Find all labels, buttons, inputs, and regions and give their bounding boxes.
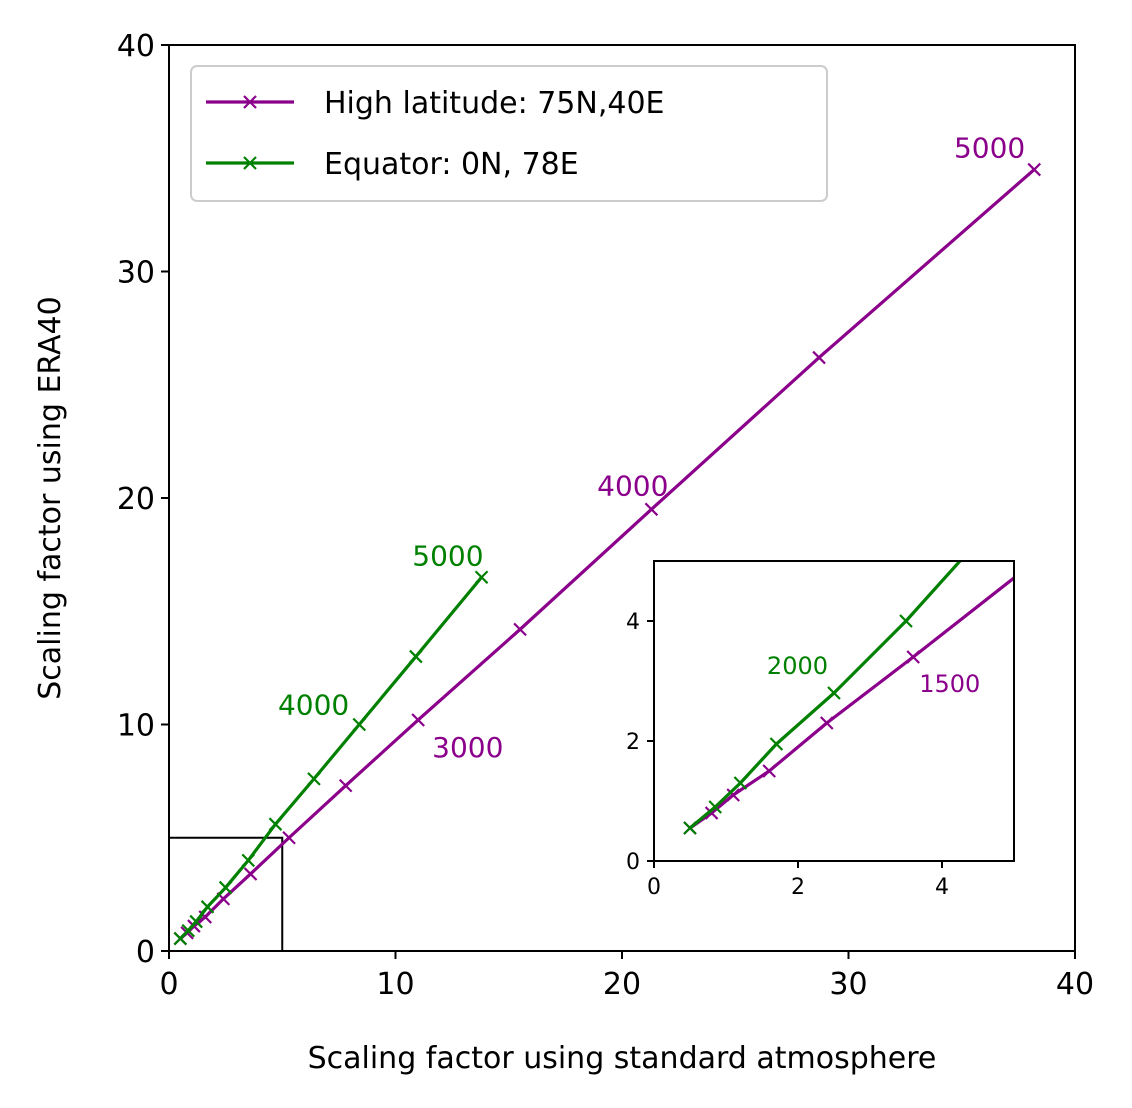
series-0-point-7-b	[338, 778, 353, 793]
inset-series-0-point-5-b	[906, 650, 920, 664]
x-axis-label: Scaling factor using standard atmosphere	[308, 1041, 937, 1076]
annotation-label: 5000	[412, 539, 483, 572]
inset-y-tick-label: 2	[626, 730, 640, 755]
series-1-point-7-b	[307, 772, 321, 786]
inset-x-tick-label: 2	[791, 875, 805, 900]
series-0-point-8	[411, 713, 425, 727]
inset-y-tick-label: 0	[626, 850, 640, 875]
inset-plot: 0 2 4 0 2 4 2000 1500	[626, 560, 1015, 900]
legend: High latitude: 75N,40E Equator: 0N, 78E	[190, 65, 828, 202]
annotation-label: 4000	[597, 469, 668, 502]
inset-series-1-point-4	[827, 686, 841, 700]
series-1-point-6	[268, 817, 283, 831]
inset-series-1-point-5-b	[899, 614, 913, 628]
inset-series-0-point-4	[820, 716, 834, 730]
x-tick-label: 20	[603, 967, 641, 1002]
series-1-point-7	[307, 772, 321, 786]
inset-series-0-point-4-b	[820, 716, 834, 730]
y-tick-label: 0	[136, 935, 155, 970]
legend-marker-0	[243, 95, 257, 109]
series-1-point-9-b	[409, 649, 423, 664]
series-0-point-6	[282, 830, 296, 845]
series-1-point-3	[200, 900, 215, 914]
series-0-point-10-b	[644, 502, 659, 517]
y-tick-label: 20	[117, 482, 155, 517]
series-0-point-5	[243, 867, 258, 881]
series-0-point-11-b	[812, 350, 826, 365]
series-0-point-6-b	[282, 830, 296, 845]
inset-series-1-point-3-b	[769, 737, 784, 751]
series-1-point-3-b	[200, 900, 215, 914]
series-0-point-12-b	[1027, 162, 1042, 177]
series-1-point-8-b	[352, 717, 367, 732]
series-1-point-10	[474, 570, 489, 585]
main-plot: 0 10 20 30 4001020304050004000300050004000Sc…	[33, 29, 1094, 1076]
inset-series-1-point-2	[733, 776, 748, 790]
series-0-point-3-b	[198, 910, 213, 924]
inset-series-0-point-1-b	[704, 806, 719, 820]
series-1-point-4	[218, 880, 233, 895]
inset-x-tick-label: 0	[647, 875, 661, 900]
inset-annotation-label: 2000	[767, 652, 828, 680]
legend-marker-0-b	[243, 95, 257, 109]
x-tick-label: 10	[376, 967, 414, 1002]
series-0-point-12	[1027, 162, 1042, 177]
series-1-point-5-b	[241, 853, 256, 868]
y-tick-label: 30	[117, 256, 155, 291]
y-tick-label: 40	[117, 29, 155, 64]
y-axis-label: Scaling factor using ERA40	[33, 296, 68, 699]
series-1-point-5	[241, 853, 256, 868]
inset-series-1-point-0	[683, 821, 697, 835]
series-0-point-9-b	[513, 622, 527, 637]
inset-series-1-point-0-b	[683, 821, 697, 835]
series-0-point-11	[812, 350, 826, 365]
series-0-point-8-b	[411, 713, 425, 727]
plot-frame	[168, 44, 1076, 952]
legend-marker-1-b	[243, 156, 257, 170]
inset-y-tick-label: 4	[626, 610, 640, 635]
inset-series-1-point-5	[899, 614, 913, 628]
series-1-point-6-b	[268, 817, 283, 831]
y-tick-label: 10	[117, 709, 155, 744]
inset-series-0-point-3-b	[762, 764, 776, 778]
annotation-label: 3000	[432, 731, 503, 764]
series-0-point-10	[644, 502, 659, 517]
series-1-point-9	[409, 649, 423, 664]
x-tick-label: 0	[159, 967, 178, 1002]
inset-series-0-point-2-b	[726, 788, 740, 802]
series-1-point-10-b	[474, 570, 489, 585]
series-1-point-2	[189, 914, 203, 929]
inset-series-0-point-2	[726, 788, 740, 802]
legend-marker-1	[243, 156, 257, 170]
series-0-point-7	[338, 778, 353, 793]
series-0-point-5-b	[243, 867, 258, 881]
legend-label: High latitude: 75N,40E	[324, 86, 665, 121]
series-0-point-9	[513, 622, 527, 637]
inset-annotation-label: 1500	[919, 670, 980, 698]
x-tick-label: 30	[829, 967, 867, 1002]
annotation-label: 5000	[954, 132, 1025, 165]
inset-series-1-point-3	[769, 737, 784, 751]
annotation-label: 4000	[278, 689, 349, 722]
series-0-point-4-b	[216, 892, 231, 906]
inset-frame	[653, 560, 1015, 862]
inset-x-tick-label: 4	[935, 875, 949, 900]
inset-series-0-point-5	[906, 650, 920, 664]
x-tick-label: 40	[1056, 967, 1094, 1002]
inset-series-0-point-3	[762, 764, 776, 778]
series-1-point-2-b	[189, 914, 203, 929]
inset-series-1-point-4-b	[827, 686, 841, 700]
inset-series-1-point-2-b	[733, 776, 748, 790]
inset-series-1-point-1-b	[708, 800, 722, 814]
inset-series-0-point-1	[704, 806, 719, 820]
legend-label: Equator: 0N, 78E	[324, 147, 579, 182]
legend-box	[190, 65, 828, 202]
series-1-point-4-b	[218, 880, 233, 895]
inset-series	[683, 561, 1014, 835]
inset-series-1-point-1	[708, 800, 722, 814]
series-1-point-8	[352, 717, 367, 732]
